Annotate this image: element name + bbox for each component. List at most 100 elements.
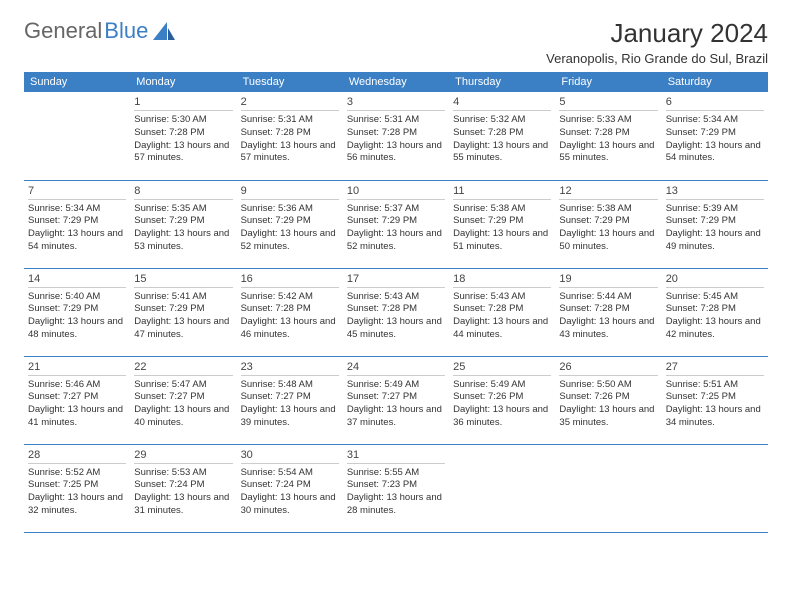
sunset-text: Sunset: 7:29 PM bbox=[241, 215, 339, 228]
daylight-text: Daylight: 13 hours and 57 minutes. bbox=[241, 140, 339, 166]
sunrise-text: Sunrise: 5:45 AM bbox=[666, 291, 764, 304]
sunrise-text: Sunrise: 5:55 AM bbox=[347, 467, 445, 480]
day-number: 27 bbox=[666, 359, 764, 376]
brand-sail-icon bbox=[153, 22, 175, 40]
sunset-text: Sunset: 7:28 PM bbox=[241, 303, 339, 316]
day-info: Sunrise: 5:51 AMSunset: 7:25 PMDaylight:… bbox=[666, 379, 764, 430]
day-info: Sunrise: 5:33 AMSunset: 7:28 PMDaylight:… bbox=[559, 114, 657, 165]
day-info: Sunrise: 5:43 AMSunset: 7:28 PMDaylight:… bbox=[347, 291, 445, 342]
calendar-day-cell bbox=[449, 444, 555, 532]
day-number: 19 bbox=[559, 271, 657, 288]
day-number: 18 bbox=[453, 271, 551, 288]
calendar-day-cell: 5Sunrise: 5:33 AMSunset: 7:28 PMDaylight… bbox=[555, 92, 661, 180]
sunrise-text: Sunrise: 5:52 AM bbox=[28, 467, 126, 480]
day-info: Sunrise: 5:38 AMSunset: 7:29 PMDaylight:… bbox=[453, 203, 551, 254]
day-number: 29 bbox=[134, 447, 232, 464]
day-info: Sunrise: 5:55 AMSunset: 7:23 PMDaylight:… bbox=[347, 467, 445, 518]
day-info: Sunrise: 5:37 AMSunset: 7:29 PMDaylight:… bbox=[347, 203, 445, 254]
day-info: Sunrise: 5:40 AMSunset: 7:29 PMDaylight:… bbox=[28, 291, 126, 342]
sunset-text: Sunset: 7:25 PM bbox=[28, 479, 126, 492]
daylight-text: Daylight: 13 hours and 54 minutes. bbox=[666, 140, 764, 166]
sunrise-text: Sunrise: 5:34 AM bbox=[666, 114, 764, 127]
day-number: 8 bbox=[134, 183, 232, 200]
sunset-text: Sunset: 7:25 PM bbox=[666, 391, 764, 404]
sunrise-text: Sunrise: 5:34 AM bbox=[28, 203, 126, 216]
title-block: January 2024 Veranopolis, Rio Grande do … bbox=[546, 18, 768, 72]
day-info: Sunrise: 5:42 AMSunset: 7:28 PMDaylight:… bbox=[241, 291, 339, 342]
sunrise-text: Sunrise: 5:32 AM bbox=[453, 114, 551, 127]
day-info: Sunrise: 5:36 AMSunset: 7:29 PMDaylight:… bbox=[241, 203, 339, 254]
sunset-text: Sunset: 7:29 PM bbox=[559, 215, 657, 228]
day-number: 1 bbox=[134, 94, 232, 111]
sunrise-text: Sunrise: 5:44 AM bbox=[559, 291, 657, 304]
calendar-day-cell: 18Sunrise: 5:43 AMSunset: 7:28 PMDayligh… bbox=[449, 268, 555, 356]
day-number: 13 bbox=[666, 183, 764, 200]
daylight-text: Daylight: 13 hours and 49 minutes. bbox=[666, 228, 764, 254]
header: GeneralBlue January 2024 Veranopolis, Ri… bbox=[24, 18, 768, 72]
day-info: Sunrise: 5:47 AMSunset: 7:27 PMDaylight:… bbox=[134, 379, 232, 430]
location: Veranopolis, Rio Grande do Sul, Brazil bbox=[546, 51, 768, 66]
daylight-text: Daylight: 13 hours and 43 minutes. bbox=[559, 316, 657, 342]
day-number: 31 bbox=[347, 447, 445, 464]
sunrise-text: Sunrise: 5:36 AM bbox=[241, 203, 339, 216]
day-info: Sunrise: 5:50 AMSunset: 7:26 PMDaylight:… bbox=[559, 379, 657, 430]
sunrise-text: Sunrise: 5:43 AM bbox=[347, 291, 445, 304]
calendar-week-row: 28Sunrise: 5:52 AMSunset: 7:25 PMDayligh… bbox=[24, 444, 768, 532]
day-number: 20 bbox=[666, 271, 764, 288]
weekday-header: Saturday bbox=[662, 72, 768, 92]
sunset-text: Sunset: 7:27 PM bbox=[134, 391, 232, 404]
daylight-text: Daylight: 13 hours and 39 minutes. bbox=[241, 404, 339, 430]
daylight-text: Daylight: 13 hours and 28 minutes. bbox=[347, 492, 445, 518]
day-info: Sunrise: 5:31 AMSunset: 7:28 PMDaylight:… bbox=[241, 114, 339, 165]
weekday-header: Wednesday bbox=[343, 72, 449, 92]
calendar-day-cell: 25 Sunrise: 5:49 AMSunset: 7:26 PMDayligh… bbox=[449, 356, 555, 444]
sunset-text: Sunset: 7:29 PM bbox=[28, 215, 126, 228]
day-info: Sunrise: 5:54 AMSunset: 7:24 PMDaylight:… bbox=[241, 467, 339, 518]
daylight-text: Daylight: 13 hours and 55 minutes. bbox=[559, 140, 657, 166]
sunset-text: Sunset: 7:29 PM bbox=[347, 215, 445, 228]
sunrise-text: Sunrise: 5:39 AM bbox=[666, 203, 764, 216]
daylight-text: Daylight: 13 hours and 37 minutes. bbox=[347, 404, 445, 430]
sunset-text: Sunset: 7:29 PM bbox=[666, 215, 764, 228]
sunrise-text: Sunrise: 5:40 AM bbox=[28, 291, 126, 304]
daylight-text: Daylight: 13 hours and 55 minutes. bbox=[453, 140, 551, 166]
daylight-text: Daylight: 13 hours and 51 minutes. bbox=[453, 228, 551, 254]
sunset-text: Sunset: 7:28 PM bbox=[347, 127, 445, 140]
sunset-text: Sunset: 7:28 PM bbox=[666, 303, 764, 316]
calendar-day-cell bbox=[662, 444, 768, 532]
sunrise-text: Sunrise: 5:41 AM bbox=[134, 291, 232, 304]
sunset-text: Sunset: 7:28 PM bbox=[453, 303, 551, 316]
day-number: 30 bbox=[241, 447, 339, 464]
day-info: Sunrise: 5:49 AMSunset: 7:26 PMDaylight:… bbox=[453, 379, 551, 430]
daylight-text: Daylight: 13 hours and 34 minutes. bbox=[666, 404, 764, 430]
day-info: Sunrise: 5:31 AMSunset: 7:28 PMDaylight:… bbox=[347, 114, 445, 165]
weekday-header: Tuesday bbox=[237, 72, 343, 92]
calendar-day-cell: 19 Sunrise: 5:44 AMSunset: 7:28 PMDayligh… bbox=[555, 268, 661, 356]
calendar-day-cell: 10Sunrise: 5:37 AMSunset: 7:29 PMDayligh… bbox=[343, 180, 449, 268]
calendar-day-cell: 8Sunrise: 5:35 AMSunset: 7:29 PMDaylight… bbox=[130, 180, 236, 268]
daylight-text: Daylight: 13 hours and 30 minutes. bbox=[241, 492, 339, 518]
daylight-text: Daylight: 13 hours and 52 minutes. bbox=[347, 228, 445, 254]
calendar-day-cell: 2Sunrise: 5:31 AMSunset: 7:28 PMDaylight… bbox=[237, 92, 343, 180]
day-number: 21 bbox=[28, 359, 126, 376]
day-number: 9 bbox=[241, 183, 339, 200]
daylight-text: Daylight: 13 hours and 40 minutes. bbox=[134, 404, 232, 430]
day-number: 17 bbox=[347, 271, 445, 288]
brand-logo: GeneralBlue bbox=[24, 18, 175, 44]
day-info: Sunrise: 5:44 AMSunset: 7:28 PMDaylight:… bbox=[559, 291, 657, 342]
calendar-day-cell: 17 Sunrise: 5:43 AMSunset: 7:28 PMDayligh… bbox=[343, 268, 449, 356]
sunrise-text: Sunrise: 5:37 AM bbox=[347, 203, 445, 216]
day-number: 4 bbox=[453, 94, 551, 111]
day-number: 14 bbox=[28, 271, 126, 288]
daylight-text: Daylight: 13 hours and 48 minutes. bbox=[28, 316, 126, 342]
calendar-day-cell: 27 Sunrise: 5:51 AMSunset: 7:25 PMDayligh… bbox=[662, 356, 768, 444]
day-number: 23 bbox=[241, 359, 339, 376]
calendar-day-cell: 28Sunrise: 5:52 AMSunset: 7:25 PMDayligh… bbox=[24, 444, 130, 532]
day-number: 25 bbox=[453, 359, 551, 376]
calendar-day-cell: 11Sunrise: 5:38 AMSunset: 7:29 PMDayligh… bbox=[449, 180, 555, 268]
calendar-day-cell bbox=[555, 444, 661, 532]
day-info: Sunrise: 5:53 AMSunset: 7:24 PMDaylight:… bbox=[134, 467, 232, 518]
calendar-day-cell: 15Sunrise: 5:41 AMSunset: 7:29 PMDayligh… bbox=[130, 268, 236, 356]
sunset-text: Sunset: 7:28 PM bbox=[241, 127, 339, 140]
calendar-day-cell: 23Sunrise: 5:48 AMSunset: 7:27 PMDayligh… bbox=[237, 356, 343, 444]
